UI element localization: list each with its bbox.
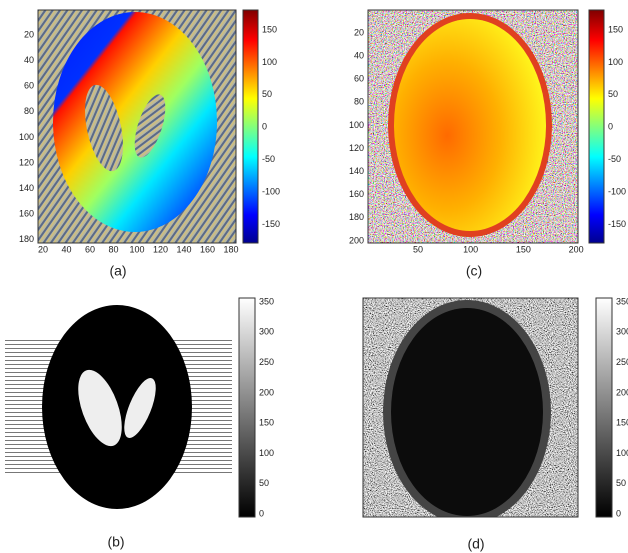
colorbar-tick-label: 200: [259, 387, 274, 397]
y-tick-label: 60: [354, 74, 364, 84]
colorbar-tick-label: 150: [616, 418, 628, 428]
colorbar-tick-label: 0: [616, 508, 621, 518]
y-tick-label: 120: [349, 143, 364, 153]
y-tick-label: 160: [349, 189, 364, 199]
y-tick-label: 180: [19, 234, 34, 244]
colorbar-tick-label: 50: [262, 89, 272, 99]
colorbar-tick-label: 350: [259, 296, 274, 306]
y-tick-label: 20: [354, 27, 364, 37]
x-tick-label: 50: [413, 244, 423, 254]
caption: (c): [466, 263, 482, 279]
colorbar-tick-label: 50: [608, 89, 618, 99]
colorbar-b: [239, 298, 255, 517]
x-tick-label: 100: [129, 244, 144, 254]
x-tick-label: 100: [463, 244, 478, 254]
colorbar-tick-label: 150: [259, 418, 274, 428]
colorbar-tick-label: 250: [616, 357, 628, 367]
x-tick-label: 40: [61, 244, 71, 254]
colorbar-c: [589, 10, 604, 243]
y-tick-label: 20: [24, 29, 34, 39]
y-tick-label: 180: [349, 212, 364, 222]
x-tick-label: 200: [569, 244, 584, 254]
colorbar-tick-label: 50: [616, 478, 626, 488]
colorbar-tick-label: 0: [608, 122, 613, 132]
colorbar-tick-label: -100: [608, 186, 626, 196]
colorbar-d: [596, 298, 612, 517]
colorbar-tick-label: 100: [616, 448, 628, 458]
x-tick-label: 20: [38, 244, 48, 254]
x-tick-label: 120: [153, 244, 168, 254]
colorbar-a: [243, 10, 258, 243]
colorbar-tick-label: 0: [262, 122, 267, 132]
panel-c-image: [368, 10, 578, 243]
panel-a-image: [38, 10, 236, 243]
colorbar-tick-label: 300: [259, 327, 274, 337]
colorbar-tick-label: -50: [608, 154, 621, 164]
panel-b-image: [5, 305, 232, 509]
y-tick-label: 100: [349, 120, 364, 130]
colorbar-tick-label: 100: [608, 57, 623, 67]
y-tick-label: 40: [354, 50, 364, 60]
colorbar-tick-label: 350: [616, 296, 628, 306]
x-tick-label: 60: [85, 244, 95, 254]
colorbar-tick-label: 150: [608, 24, 623, 34]
y-tick-label: 60: [24, 81, 34, 91]
figure: 20 40 60 80 100 120 140 160 180 20 40 60 80 100 120 140…: [0, 0, 628, 553]
colorbar-tick-label: 0: [259, 508, 264, 518]
y-tick-label: 140: [19, 183, 34, 193]
panel-d-image: [363, 298, 578, 524]
colorbar-tick-label: -150: [608, 219, 626, 229]
colorbar-tick-label: 100: [259, 448, 274, 458]
colorbar-tick-label: 250: [259, 357, 274, 367]
colorbar-tick-label: 150: [262, 24, 277, 34]
y-tick-label: 80: [24, 106, 34, 116]
x-tick-label: 140: [176, 244, 191, 254]
x-tick-label: 160: [200, 244, 215, 254]
colorbar-tick-label: -150: [262, 219, 280, 229]
colorbar-tick-label: 100: [262, 57, 277, 67]
y-tick-label: 200: [349, 235, 364, 245]
caption: (d): [467, 536, 484, 552]
y-tick-label: 100: [19, 132, 34, 142]
y-tick-label: 160: [19, 209, 34, 219]
x-tick-label: 150: [516, 244, 531, 254]
colorbar-tick-label: 50: [259, 478, 269, 488]
caption: (b): [107, 534, 124, 550]
x-tick-label: 80: [108, 244, 118, 254]
y-tick-label: 40: [24, 55, 34, 65]
colorbar-tick-label: -50: [262, 154, 275, 164]
x-tick-label: 180: [223, 244, 238, 254]
y-tick-label: 80: [354, 97, 364, 107]
caption: (a): [109, 263, 126, 279]
colorbar-tick-label: -100: [262, 186, 280, 196]
colorbar-tick-label: 200: [616, 387, 628, 397]
y-tick-label: 120: [19, 157, 34, 167]
colorbar-tick-label: 300: [616, 327, 628, 337]
y-tick-label: 140: [349, 166, 364, 176]
